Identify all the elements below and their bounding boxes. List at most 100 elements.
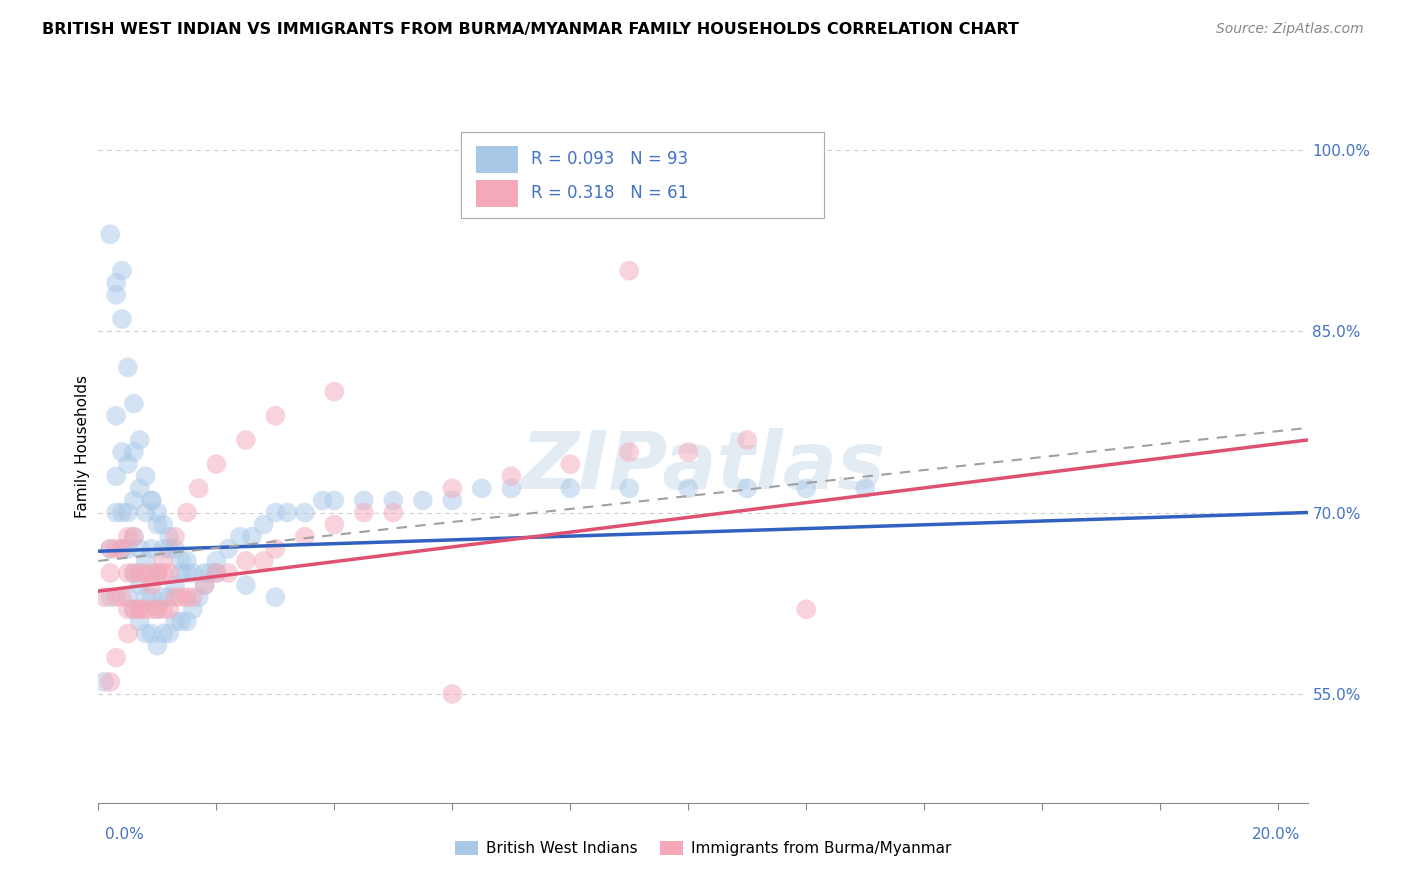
Point	[217, 566, 239, 580]
Point	[122, 602, 145, 616]
Point	[181, 590, 204, 604]
Point	[135, 590, 157, 604]
Point	[141, 626, 163, 640]
Point	[735, 481, 758, 495]
Point	[619, 481, 641, 495]
Point	[678, 445, 700, 459]
Point	[794, 481, 817, 495]
Point	[152, 590, 174, 604]
Point	[111, 445, 134, 459]
Point	[323, 517, 346, 532]
Point	[294, 506, 316, 520]
Point	[105, 506, 128, 520]
Point	[157, 530, 180, 544]
Point	[252, 517, 274, 532]
Point	[152, 566, 174, 580]
Point	[441, 687, 464, 701]
Point	[181, 566, 204, 580]
Point	[678, 481, 700, 495]
Point	[165, 541, 187, 556]
Point	[152, 602, 174, 616]
Point	[264, 409, 287, 423]
Point	[117, 506, 139, 520]
Point	[176, 506, 198, 520]
Point	[200, 566, 222, 580]
Point	[205, 554, 228, 568]
Point	[152, 517, 174, 532]
Point	[471, 481, 494, 495]
Point	[135, 566, 157, 580]
Point	[105, 276, 128, 290]
Point	[146, 602, 169, 616]
Point	[170, 590, 193, 604]
Point	[311, 493, 333, 508]
Point	[170, 566, 193, 580]
Point	[111, 263, 134, 277]
Point	[141, 590, 163, 604]
Point	[217, 541, 239, 556]
Point	[170, 554, 193, 568]
Point	[176, 554, 198, 568]
Point	[105, 590, 128, 604]
Point	[194, 578, 217, 592]
Point	[205, 566, 228, 580]
Point	[152, 541, 174, 556]
Point	[165, 578, 187, 592]
Point	[353, 506, 375, 520]
Point	[111, 590, 134, 604]
Point	[176, 566, 198, 580]
Point	[619, 445, 641, 459]
Point	[276, 506, 298, 520]
Point	[152, 554, 174, 568]
Point	[165, 590, 187, 604]
Point	[205, 566, 228, 580]
Point	[157, 541, 180, 556]
Point	[501, 481, 523, 495]
Point	[235, 578, 257, 592]
Point	[122, 566, 145, 580]
Point	[98, 541, 121, 556]
Point	[128, 541, 150, 556]
Text: Source: ZipAtlas.com: Source: ZipAtlas.com	[1216, 22, 1364, 37]
Point	[98, 566, 121, 580]
Point	[128, 615, 150, 629]
Point	[93, 674, 115, 689]
Point	[794, 602, 817, 616]
Point	[98, 227, 121, 242]
Point	[128, 433, 150, 447]
Point	[187, 481, 209, 495]
Point	[165, 530, 187, 544]
Point	[853, 481, 876, 495]
Point	[111, 541, 134, 556]
Point	[128, 481, 150, 495]
Point	[105, 541, 128, 556]
Point	[735, 433, 758, 447]
Text: 0.0%: 0.0%	[105, 827, 145, 841]
Point	[235, 554, 257, 568]
Point	[194, 566, 217, 580]
Point	[117, 626, 139, 640]
Point	[117, 590, 139, 604]
Text: BRITISH WEST INDIAN VS IMMIGRANTS FROM BURMA/MYANMAR FAMILY HOUSEHOLDS CORRELATI: BRITISH WEST INDIAN VS IMMIGRANTS FROM B…	[42, 22, 1019, 37]
Text: 20.0%: 20.0%	[1253, 827, 1301, 841]
Point	[135, 626, 157, 640]
Point	[157, 626, 180, 640]
Point	[128, 602, 150, 616]
Point	[122, 530, 145, 544]
Point	[152, 626, 174, 640]
Point	[146, 602, 169, 616]
Point	[157, 602, 180, 616]
Point	[264, 541, 287, 556]
Point	[141, 541, 163, 556]
Point	[323, 384, 346, 399]
Point	[122, 566, 145, 580]
Point	[176, 615, 198, 629]
Point	[264, 590, 287, 604]
Point	[382, 493, 405, 508]
FancyBboxPatch shape	[475, 145, 517, 173]
Point	[117, 566, 139, 580]
Point	[105, 650, 128, 665]
Point	[105, 469, 128, 483]
Point	[128, 566, 150, 580]
Point	[141, 602, 163, 616]
